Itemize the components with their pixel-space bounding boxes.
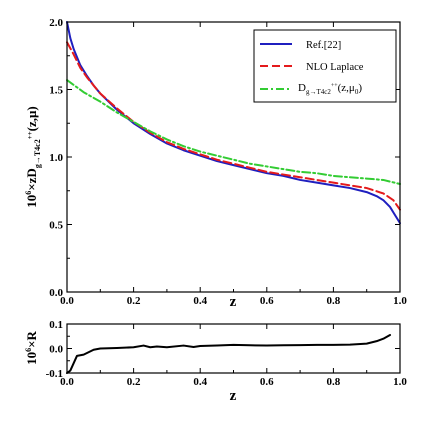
main-plot-x-tick-label-0: 0.0 <box>60 295 74 307</box>
ratio-plot-ticks: 0.0 0.2 0.4 0.6 0.8 1.0-0.10.00.1 <box>46 319 408 388</box>
ratio-plot-series <box>66 334 392 374</box>
main-plot-series-line-1 <box>66 41 401 211</box>
ratio-plot-y-tick-label-1: 0.0 <box>49 344 63 356</box>
main-plot-y-tick-label-2: 1.0 <box>49 152 63 164</box>
main-plot-y-tick-label-0: 0.0 <box>49 287 63 299</box>
ratio-plot-series-line-0 <box>66 334 392 374</box>
ratio-plot-x-tick-label-1: 0.2 <box>127 376 141 388</box>
main-plot-x-axis-title: z <box>230 294 237 310</box>
ratio-plot-x-tick-label-5: 1.0 <box>393 376 407 388</box>
main-plot-x-tick-label-3: 0.6 <box>260 295 274 307</box>
main-plot-ticks: 0.0 0.2 0.4 0.6 0.8 1.0 0.0 0.5 1.0 1.5 2.0 <box>49 17 407 307</box>
ratio-plot-x-tick-label-0: 0.0 <box>60 376 74 388</box>
legend-label-nlo-laplace: NLO Laplace <box>306 62 364 73</box>
ratio-plot-y-tick-label-0: -0.1 <box>46 368 63 380</box>
ratio-plot-y-axis-title: 106×R <box>24 330 39 364</box>
ratio-plot-x-axis-title: z <box>230 388 237 404</box>
legend: Ref.[22] NLO Laplace Dg→T4c2++(z,μ0) <box>253 29 397 103</box>
main-plot-series <box>66 21 401 225</box>
main-plot-y-tick-label-3: 1.5 <box>49 85 63 97</box>
main-plot-x-tick-label-5: 1.0 <box>393 295 407 307</box>
main-plot-y-axis-title: 106×zDg→T4c2++(z,μ) <box>24 106 42 208</box>
legend-label-ref22: Ref.[22] <box>306 40 341 51</box>
main-plot-x-tick-label-4: 0.8 <box>327 295 341 307</box>
main-plot-y-tick-label-4: 2.0 <box>49 17 63 29</box>
ratio-plot-x-tick-label-2: 0.4 <box>193 376 207 388</box>
ratio-plot-y-tick-label-2: 0.1 <box>49 319 63 331</box>
main-plot-series-line-2 <box>66 79 401 185</box>
main-plot-y-tick-label-1: 0.5 <box>49 220 63 232</box>
ratio-plot: 0.0 0.2 0.4 0.6 0.8 1.0-0.10.00.1 106×R z <box>24 319 407 404</box>
main-plot-x-tick-label-2: 0.4 <box>193 295 207 307</box>
main-plot-x-tick-label-1: 0.2 <box>127 295 141 307</box>
ratio-plot-x-tick-label-3: 0.6 <box>260 376 274 388</box>
main-plot: 0.0 0.2 0.4 0.6 0.8 1.0 0.0 0.5 1.0 1.5 2.0 106×zD… <box>24 17 407 310</box>
legend-label-d-func: Dg→T4c2++(z,μ0) <box>298 82 362 96</box>
ratio-plot-x-tick-label-4: 0.8 <box>327 376 341 388</box>
